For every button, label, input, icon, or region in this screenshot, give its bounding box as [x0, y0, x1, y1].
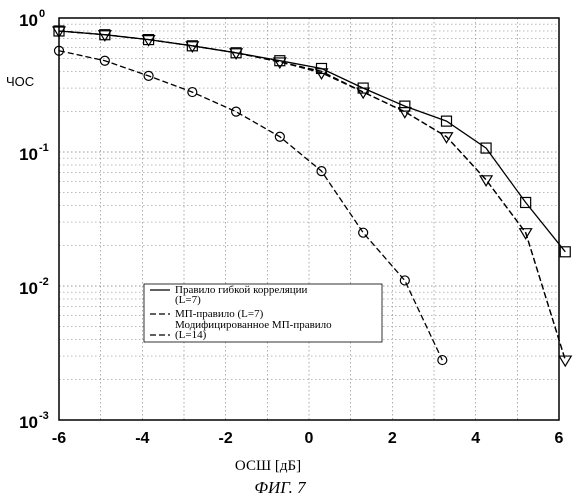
- figure-caption: ФИГ. 7: [254, 478, 307, 497]
- y-tick-label: 10: [19, 413, 38, 432]
- x-tick-label: 6: [555, 430, 564, 447]
- marker-triangle: [559, 356, 571, 366]
- y-axis-label: ЧОС: [6, 74, 34, 89]
- marker-circle: [359, 228, 368, 237]
- x-tick-labels: -6 -4 -2 0 2 4 6: [52, 430, 564, 447]
- y-tick-labels: 10010-110-210-3: [19, 8, 49, 432]
- marker-circle: [400, 276, 409, 285]
- x-tick-label: -6: [52, 430, 66, 447]
- x-tick-label: 0: [305, 430, 314, 447]
- x-tick-label: -2: [219, 430, 233, 447]
- y-tick-exponent: 0: [39, 8, 45, 20]
- y-tick-exponent: -2: [39, 276, 49, 288]
- legend: Правило гибкой корреляции (L=7) МП-прави…: [144, 284, 382, 342]
- y-tick-exponent: -1: [39, 142, 49, 154]
- y-tick-label: 10: [19, 11, 38, 30]
- x-tick-label: 2: [388, 430, 397, 447]
- grid: [59, 18, 559, 420]
- series-line-0: [59, 31, 565, 252]
- x-tick-label: -4: [135, 430, 149, 447]
- y-tick-label: 10: [19, 279, 38, 298]
- legend-label-modified-ml-rule-l: (L=14): [175, 329, 207, 341]
- y-tick-exponent: -3: [39, 410, 49, 422]
- x-tick-label: 4: [471, 430, 480, 447]
- legend-label-soft-correlation-l: (L=7): [175, 294, 201, 306]
- y-tick-label: 10: [19, 145, 38, 164]
- x-axis-label: ОСШ [дБ]: [235, 458, 301, 474]
